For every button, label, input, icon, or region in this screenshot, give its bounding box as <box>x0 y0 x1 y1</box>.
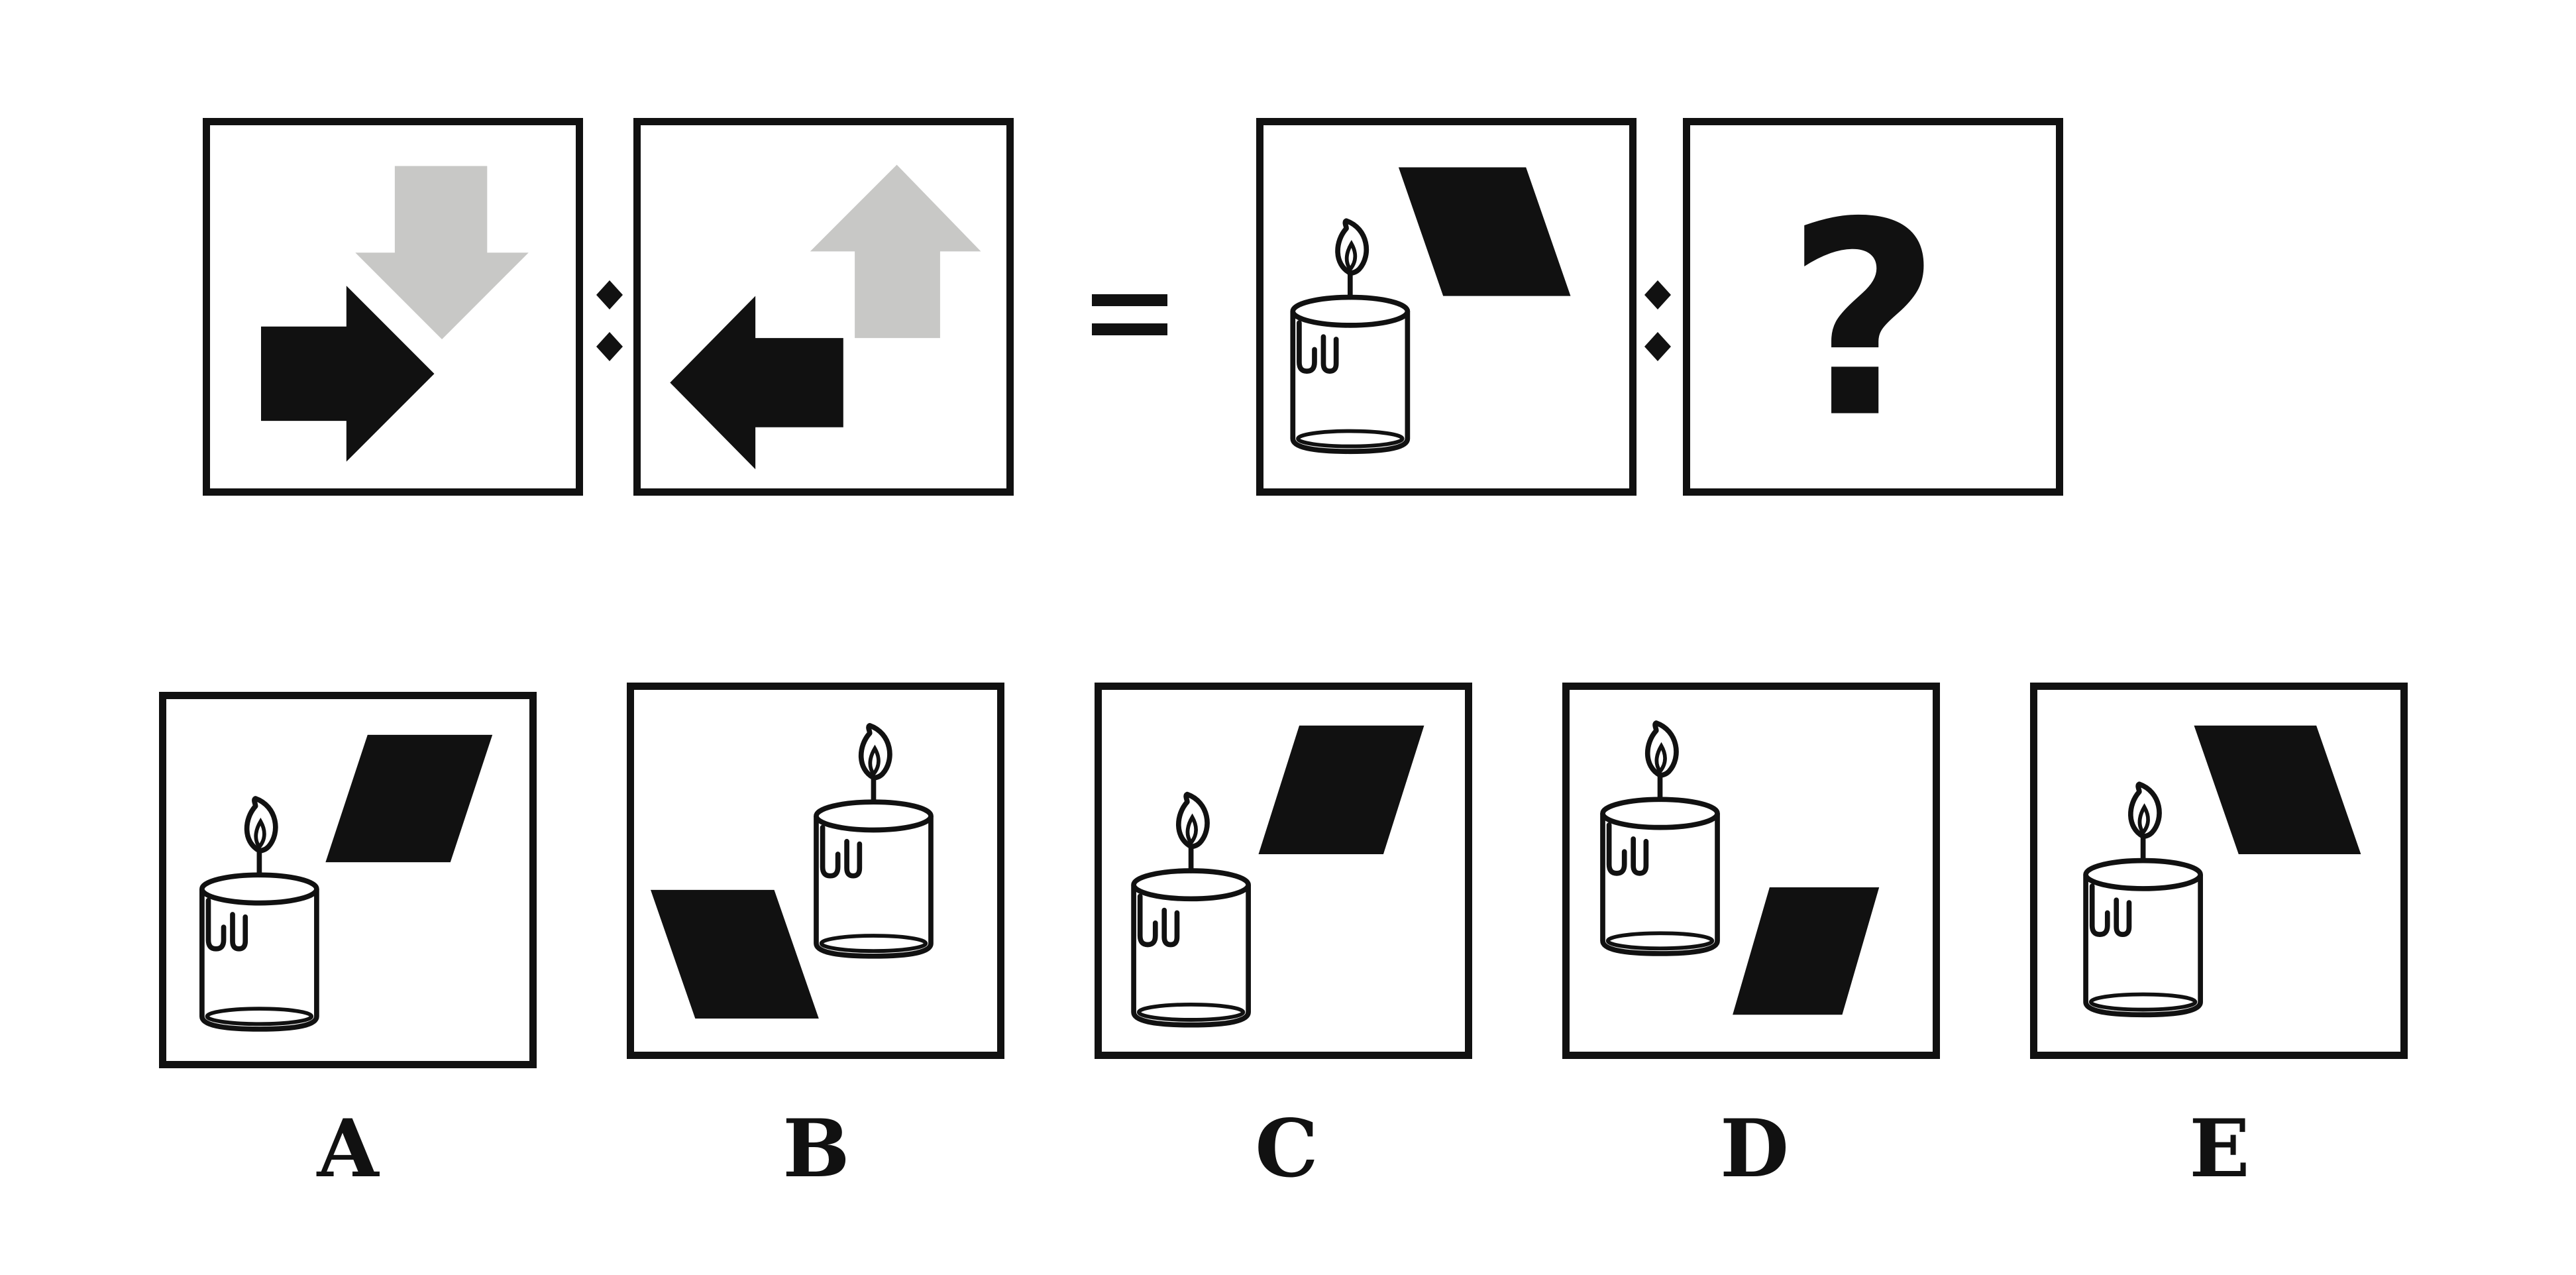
arrow-left-icon <box>670 296 843 470</box>
analogy-panel-1 <box>203 118 583 496</box>
candle-figure-3 <box>1263 167 1571 488</box>
candle-icon <box>1293 221 1407 451</box>
option-c-label[interactable]: C <box>1255 1102 1318 1195</box>
analogy-panel-unknown: ? <box>1683 118 2063 496</box>
candle-icon <box>1134 795 1248 1025</box>
option-e-label[interactable]: E <box>2189 1102 2250 1195</box>
option-c-panel[interactable] <box>1095 683 1472 1059</box>
parallelogram-icon <box>1398 167 1571 296</box>
parallelogram-icon <box>325 734 493 863</box>
parallelogram-icon <box>1258 725 1424 855</box>
option-a-panel[interactable] <box>159 692 537 1068</box>
option-d-figure <box>1570 690 1880 1015</box>
question-mark: ? <box>1786 166 1941 477</box>
analogy-panel-3 <box>1256 118 1637 496</box>
candle-icon <box>816 726 931 956</box>
arrow-down-icon <box>355 166 529 340</box>
candle-icon <box>1603 723 1717 954</box>
question-mark-figure: ? <box>1786 166 1941 477</box>
equals-icon <box>1092 294 1167 335</box>
option-e-panel[interactable] <box>2030 683 2408 1059</box>
option-b-label[interactable]: B <box>782 1102 850 1195</box>
option-d-panel[interactable] <box>1562 683 1940 1059</box>
option-b-panel[interactable] <box>627 683 1004 1059</box>
option-c-figure <box>1102 725 1424 1052</box>
arrows-figure-1 <box>260 166 529 462</box>
analogy-panel-2 <box>633 118 1014 496</box>
option-a-figure <box>166 734 493 1061</box>
parallelogram-icon <box>1733 887 1880 1015</box>
parallelogram-icon <box>2194 725 2361 855</box>
option-b-figure <box>651 690 997 1019</box>
option-a-label[interactable]: A <box>317 1102 379 1195</box>
option-d-label[interactable]: D <box>1719 1102 1790 1195</box>
arrows-figure-2 <box>670 164 981 470</box>
arrow-up-icon <box>810 164 981 339</box>
candle-icon <box>2086 784 2200 1015</box>
parallelogram-icon <box>651 889 819 1019</box>
arrow-right-icon <box>260 286 435 462</box>
candle-icon <box>202 799 317 1029</box>
option-e-figure <box>2037 725 2361 1052</box>
ratio-colon-icon <box>1644 280 1671 361</box>
ratio-colon-icon <box>596 280 623 361</box>
